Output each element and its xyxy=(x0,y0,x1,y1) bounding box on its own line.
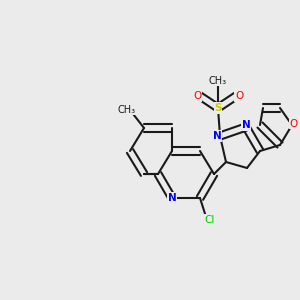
Text: N: N xyxy=(242,121,250,130)
Text: Cl: Cl xyxy=(205,215,215,225)
Text: S: S xyxy=(214,103,222,113)
Text: CH₃: CH₃ xyxy=(118,105,136,115)
Text: O: O xyxy=(290,118,298,128)
Text: CH₃: CH₃ xyxy=(209,76,227,86)
Text: N: N xyxy=(213,131,221,141)
Text: O: O xyxy=(235,91,243,101)
Text: O: O xyxy=(193,91,201,101)
Text: N: N xyxy=(168,193,176,203)
